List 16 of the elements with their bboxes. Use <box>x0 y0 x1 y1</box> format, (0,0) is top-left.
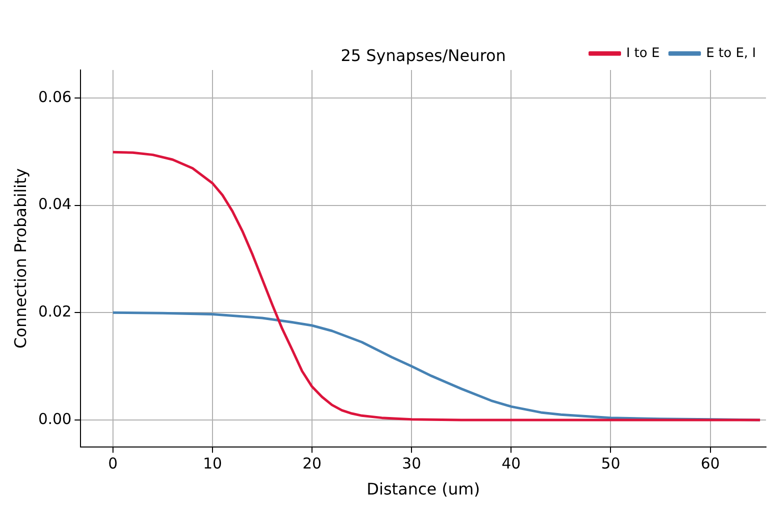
x-tick-label: 0 <box>108 454 118 473</box>
x-tick-label: 60 <box>700 454 720 473</box>
chart-title: 25 Synapses/Neuron <box>340 46 506 66</box>
y-axis-title: Connection Probability <box>10 168 30 348</box>
y-tick-label: 0.00 <box>38 410 72 428</box>
legend-label: E to E, I <box>706 46 756 61</box>
x-tick-label: 30 <box>402 454 422 473</box>
y-tick-label: 0.02 <box>38 302 72 321</box>
x-axis-title: Distance (um) <box>366 480 480 499</box>
y-tick-label: 0.04 <box>38 195 72 214</box>
x-tick-label: 50 <box>601 454 620 473</box>
y-tick-label: 0.06 <box>38 88 72 106</box>
x-tick-label: 10 <box>202 454 222 473</box>
legend-label: I to E <box>626 46 660 61</box>
x-tick-label: 20 <box>302 454 322 473</box>
x-tick-label: 40 <box>502 454 521 473</box>
